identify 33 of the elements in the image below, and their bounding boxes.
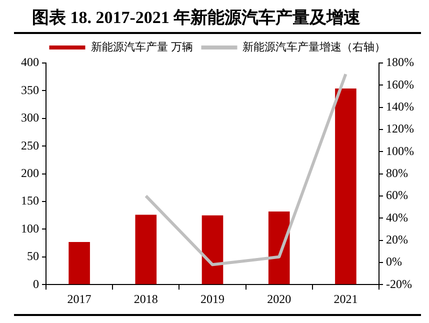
x-tick-label: 2019 (200, 292, 224, 306)
legend-label: 新能源汽车产量 万辆 (90, 40, 194, 54)
y2-tick-label: 60% (386, 188, 408, 202)
y2-tick-label: 80% (386, 166, 408, 180)
y2-tick-label: -20% (386, 276, 412, 291)
y2-tick-label: 180% (386, 55, 414, 70)
x-tick-label: 2017 (67, 292, 92, 306)
y2-tick-label: 120% (386, 122, 414, 136)
y-tick-label: 300 (21, 110, 39, 125)
bar (135, 214, 157, 284)
y2-tick-label: 40% (386, 210, 408, 224)
x-tick-label: 2020 (267, 292, 292, 306)
bar (268, 211, 290, 284)
y-tick-label: 100 (21, 221, 39, 236)
y2-tick-label: 160% (386, 77, 414, 92)
legend-label: 新能源汽车产量增速（右轴） (242, 40, 386, 54)
y-tick-label: 350 (21, 82, 39, 97)
bar (68, 242, 90, 284)
y2-tick-label: 0% (386, 254, 402, 269)
y2-tick-label: 20% (386, 232, 408, 246)
bar (202, 215, 224, 284)
y-tick-label: 400 (21, 55, 39, 70)
y-tick-label: 0 (33, 276, 39, 291)
x-tick-label: 2018 (134, 292, 158, 306)
y-tick-label: 50 (27, 249, 39, 264)
bar (335, 88, 356, 284)
y2-tick-label: 140% (386, 99, 414, 114)
y2-tick-label: 100% (386, 144, 414, 158)
chart-title: 图表 18. 2017-2021 年新能源汽车产量及增速 (14, 0, 421, 34)
y-tick-label: 150 (21, 194, 39, 208)
x-tick-label: 2021 (334, 292, 358, 306)
y-tick-label: 200 (21, 166, 39, 180)
y-tick-label: 250 (21, 138, 39, 152)
